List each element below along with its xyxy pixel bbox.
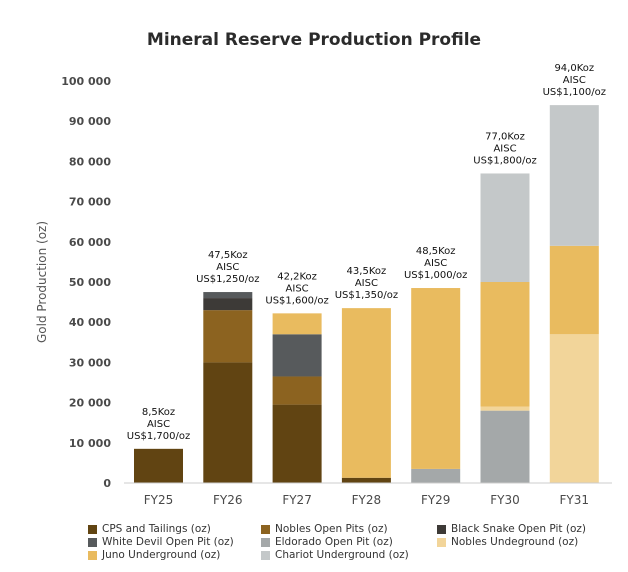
- data-label: 8,5Koz: [142, 407, 175, 418]
- legend-label: Nobles Undeground (oz): [451, 536, 579, 548]
- data-label: AISC: [424, 258, 447, 269]
- legend-swatch: [261, 524, 270, 534]
- bar-segment: [272, 376, 322, 405]
- data-label: 43,5Koz: [347, 266, 387, 277]
- data-label: US$1,100/oz: [543, 87, 606, 98]
- y-tick-label: 70 000: [69, 196, 111, 209]
- y-tick-label: 10 000: [69, 437, 111, 450]
- legend-label: Nobles Open Pits (oz): [275, 523, 388, 535]
- data-label: 94,0Koz: [554, 63, 594, 74]
- data-label: 47,5Koz: [208, 250, 248, 261]
- bar-segment: [480, 282, 530, 407]
- bar-segment: [480, 410, 530, 483]
- data-label: AISC: [355, 278, 378, 289]
- y-tick-label: 20 000: [69, 397, 111, 410]
- data-label: US$1,250/oz: [196, 274, 259, 285]
- legend-item: White Devil Open Pit (oz): [88, 536, 261, 548]
- chart-legend: CPS and Tailings (oz) Nobles Open Pits (o…: [88, 523, 618, 561]
- y-tick-label: 0: [103, 477, 111, 490]
- legend-item: Black Snake Open Pit (oz): [437, 523, 618, 535]
- legend-swatch: [88, 550, 97, 560]
- y-tick-label: 90 000: [69, 115, 111, 128]
- legend-swatch: [88, 537, 97, 547]
- bar-segment: [134, 448, 183, 483]
- x-tick-label: FY26: [213, 493, 243, 507]
- legend-swatch: [261, 550, 270, 560]
- legend-swatch: [261, 537, 270, 547]
- y-axis-label: Gold Production (oz): [35, 221, 49, 343]
- y-tick-label: 40 000: [69, 316, 111, 329]
- bar-segment: [549, 334, 599, 483]
- chart-title: Mineral Reserve Production Profile: [146, 30, 482, 50]
- bar-segment: [549, 245, 599, 335]
- bar-segment: [272, 404, 322, 483]
- data-label: US$1,600/oz: [265, 295, 328, 306]
- bar-segment: [272, 313, 322, 335]
- y-tick-label: 80 000: [69, 155, 111, 168]
- x-tick-label: FY29: [421, 493, 451, 507]
- data-label: AISC: [286, 283, 309, 294]
- bar-segment: [549, 105, 599, 246]
- legend-label: Eldorado Open Pit (oz): [275, 536, 393, 548]
- bar-segment: [203, 298, 253, 311]
- bar-segment: [480, 406, 530, 411]
- bar-segment: [411, 468, 461, 483]
- x-tick-label: FY25: [144, 493, 174, 507]
- legend-item: Nobles Undeground (oz): [437, 536, 618, 548]
- y-tick-label: 30 000: [69, 356, 111, 369]
- legend-label: Chariot Underground (oz): [275, 549, 409, 561]
- x-tick-label: FY30: [490, 493, 520, 507]
- data-label: 48,5Koz: [416, 246, 456, 257]
- legend-label: CPS and Tailings (oz): [102, 523, 211, 535]
- legend-swatch: [88, 524, 97, 534]
- data-label: US$1,700/oz: [127, 431, 190, 442]
- data-label: US$1,350/oz: [335, 290, 398, 301]
- bar-segment: [480, 173, 530, 282]
- bar-segment: [203, 362, 253, 483]
- bar-segment: [203, 310, 253, 363]
- y-tick-label: 100 000: [61, 75, 111, 88]
- bar-segment: [272, 334, 322, 377]
- data-label: US$1,000/oz: [404, 270, 467, 281]
- data-label: 77,0Koz: [485, 131, 525, 142]
- legend-item: Eldorado Open Pit (oz): [261, 536, 437, 548]
- bar-segment: [411, 288, 461, 469]
- x-tick-label: FY27: [282, 493, 312, 507]
- legend-swatch: [437, 537, 446, 547]
- bar-segment: [341, 308, 391, 478]
- legend-label: Juno Underground (oz): [102, 549, 221, 561]
- x-tick-label: FY28: [352, 493, 382, 507]
- x-tick-label: FY31: [560, 493, 590, 507]
- bar-segment: [341, 477, 391, 483]
- legend-item: CPS and Tailings (oz): [88, 523, 261, 535]
- legend-label: White Devil Open Pit (oz): [102, 536, 234, 548]
- y-tick-label: 60 000: [69, 236, 111, 249]
- data-label: AISC: [216, 262, 239, 273]
- legend-label: Black Snake Open Pit (oz): [451, 523, 586, 535]
- y-tick-label: 50 000: [69, 276, 111, 289]
- data-label: 42,2Koz: [277, 271, 317, 282]
- legend-item: Nobles Open Pits (oz): [261, 523, 437, 535]
- data-label: AISC: [147, 419, 170, 430]
- legend-swatch: [437, 524, 446, 534]
- data-label: AISC: [493, 143, 516, 154]
- legend-item: Juno Underground (oz): [88, 549, 261, 561]
- bar-segment: [203, 292, 253, 299]
- data-label: AISC: [563, 75, 586, 86]
- data-label: US$1,800/oz: [473, 155, 536, 166]
- legend-item: Chariot Underground (oz): [261, 549, 437, 561]
